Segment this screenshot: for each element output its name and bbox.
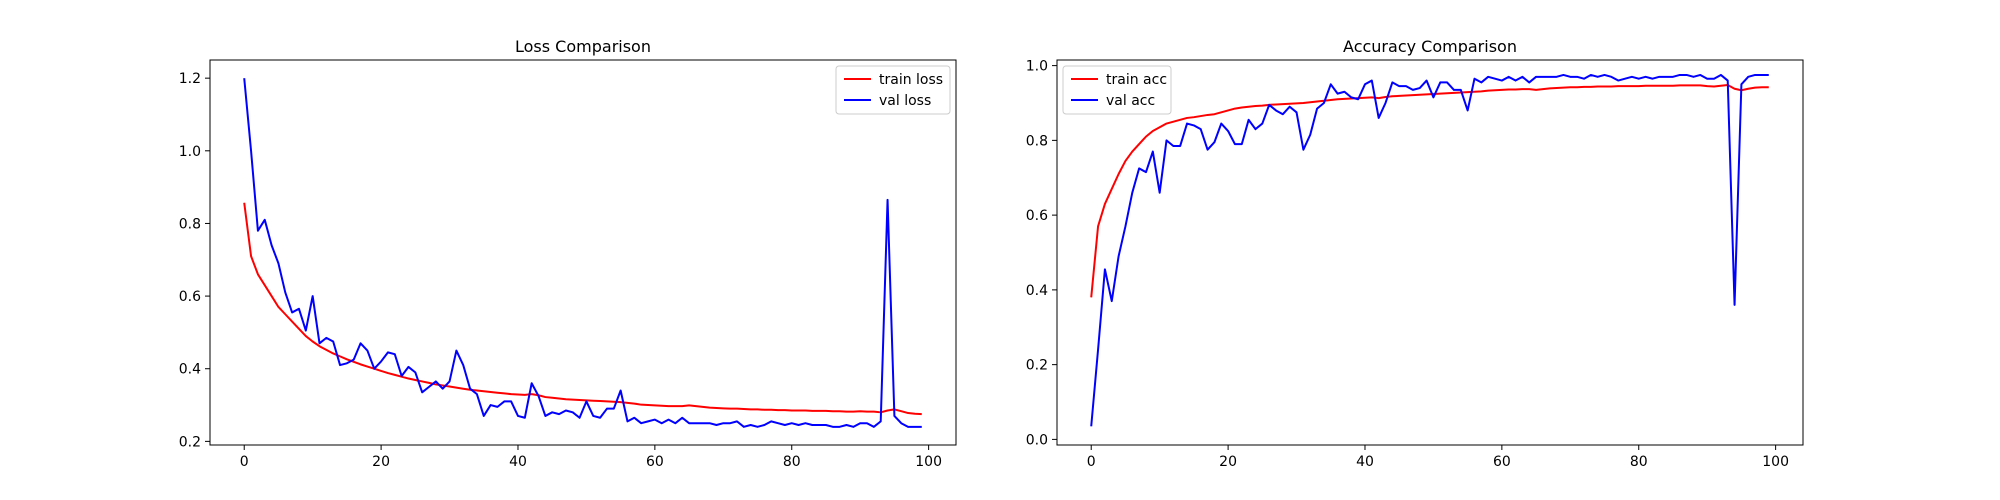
legend-label-val-loss: val loss xyxy=(879,93,931,109)
y-tick-label: 1.2 xyxy=(179,71,201,87)
loss-comparison-chart: Loss Comparison 0 20 40 60 80 100 0.2 0.4 0.6 0.8… xyxy=(179,37,957,470)
plot-lines xyxy=(1090,73,1769,427)
x-tick-label: 100 xyxy=(1762,454,1789,470)
x-tick-label: 0 xyxy=(240,454,249,470)
x-tick-label: 40 xyxy=(509,454,527,470)
y-tick-label: 1.0 xyxy=(179,144,201,160)
x-tick-label: 60 xyxy=(646,454,664,470)
legend-label-train-acc: train acc xyxy=(1106,72,1167,88)
x-tick-label: 60 xyxy=(1493,454,1511,470)
x-tick-label: 80 xyxy=(1630,454,1648,470)
y-tick-label: 0.2 xyxy=(179,434,201,450)
legend-label-train-loss: train loss xyxy=(879,72,943,88)
y-tick-label: 0.8 xyxy=(179,216,201,232)
y-tick-label: 0.4 xyxy=(179,362,201,378)
y-tick-label: 0.8 xyxy=(1026,133,1048,149)
chart-title: Accuracy Comparison xyxy=(1343,37,1517,56)
series-line-val-loss xyxy=(243,78,922,428)
plot-lines xyxy=(243,78,922,428)
y-tick-label: 0.6 xyxy=(1026,208,1048,224)
series-line-train-loss xyxy=(243,202,922,416)
x-tick-label: 0 xyxy=(1087,454,1096,470)
y-tick-label: 1.0 xyxy=(1026,59,1048,75)
legend-label-val-acc: val acc xyxy=(1106,93,1155,109)
x-tick-label: 80 xyxy=(783,454,801,470)
legend: train loss val loss xyxy=(835,65,951,115)
chart-title: Loss Comparison xyxy=(515,37,651,56)
x-tick-label: 20 xyxy=(372,454,390,470)
y-tick-label: 0.4 xyxy=(1026,283,1048,299)
y-tick-label: 0.6 xyxy=(179,289,201,305)
y-tick-label: 0.2 xyxy=(1026,358,1048,374)
series-line-val-acc xyxy=(1090,73,1769,427)
axis-ticks: 0 20 40 60 80 100 0.0 0.2 0.4 0.6 0.8 1.0 xyxy=(1026,59,1789,470)
series-line-train-acc xyxy=(1090,84,1769,298)
x-tick-label: 100 xyxy=(915,454,942,470)
y-tick-label: 0.0 xyxy=(1026,432,1048,448)
plot-frame xyxy=(209,59,957,446)
axis-ticks: 0 20 40 60 80 100 0.2 0.4 0.6 0.8 1.0 1.2 xyxy=(179,71,942,470)
x-tick-label: 40 xyxy=(1356,454,1374,470)
x-tick-label: 20 xyxy=(1219,454,1237,470)
accuracy-comparison-chart: Accuracy Comparison 0 20 40 60 80 100 0.0 0.2 0.… xyxy=(1026,37,1804,470)
plot-frame xyxy=(1056,59,1804,446)
legend: train acc val acc xyxy=(1062,65,1172,115)
